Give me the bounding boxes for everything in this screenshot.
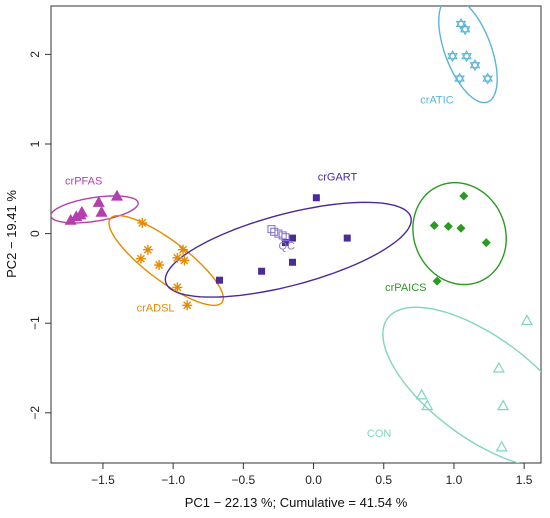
x-tick-label: 0.5 — [375, 473, 392, 487]
point-crpfas — [110, 189, 124, 201]
group-label-cradsl: crADSL — [137, 303, 175, 315]
point-crgart — [288, 258, 296, 266]
y-axis: −2 −1 0 1 2 — [28, 51, 51, 420]
series-qc — [267, 225, 290, 242]
point-crgart — [258, 267, 266, 275]
point-cradsl — [135, 253, 146, 264]
ellipse-cradsl — [108, 214, 225, 307]
point-cratic — [459, 23, 471, 36]
group-labels: crPFAS crADSL crGART QC crATIC crPAICS CON — [65, 95, 454, 440]
series-cradsl — [135, 217, 193, 311]
y-axis-title: PC2 − 19.41 % — [4, 190, 19, 278]
point-cradsl — [142, 244, 153, 255]
group-label-crpfas: crPFAS — [65, 175, 102, 187]
ellipse-cratic — [438, 6, 498, 104]
series-crpaics — [429, 191, 491, 286]
point-crgart — [343, 234, 351, 242]
point-cratic — [482, 72, 493, 85]
ellipse-crpfas — [51, 195, 139, 224]
point-con — [520, 314, 533, 326]
point-qc — [278, 231, 287, 240]
confidence-ellipses — [51, 6, 541, 463]
point-cratic — [461, 50, 472, 63]
y-tick-label: −2 — [28, 406, 42, 420]
point-cradsl — [182, 300, 193, 311]
y-tick-label: 2 — [28, 51, 42, 58]
x-tick-label: −0.5 — [231, 473, 255, 487]
ellipse-crpaics — [412, 181, 507, 286]
series-crpfas — [64, 189, 124, 225]
point-cradsl — [154, 260, 165, 270]
point-qc — [274, 229, 283, 238]
x-tick-label: 1.5 — [516, 473, 533, 487]
point-crgart — [288, 234, 296, 242]
point-cradsl — [172, 282, 183, 293]
group-label-con: CON — [367, 428, 392, 440]
point-qc — [270, 227, 279, 236]
ellipse-con — [382, 306, 541, 463]
point-con — [495, 440, 508, 452]
point-qc — [281, 233, 290, 242]
x-axis-title: PC1 − 22.13 %; Cumulative = 41.54 % — [185, 495, 408, 510]
point-con — [497, 399, 510, 411]
x-axis: −1.5 −1.0 −0.5 0.0 0.5 1.0 1.5 — [91, 463, 533, 487]
point-crgart — [281, 239, 289, 247]
point-cradsl — [137, 217, 148, 228]
x-tick-label: 0.0 — [305, 473, 322, 487]
point-cradsl — [172, 252, 183, 263]
group-label-cratic: crATIC — [420, 95, 453, 107]
y-tick-label: −1 — [28, 316, 42, 330]
x-tick-label: −1.0 — [161, 473, 185, 487]
x-tick-label: −1.5 — [91, 473, 115, 487]
point-con — [415, 388, 428, 400]
series-crgart — [215, 194, 351, 284]
point-crpaics — [429, 221, 439, 231]
point-crgart — [312, 194, 320, 202]
point-con — [421, 399, 434, 411]
point-cradsl — [179, 255, 190, 266]
point-cratic — [454, 72, 465, 85]
group-label-crpaics: crPAICS — [385, 282, 426, 294]
y-tick-label: 0 — [28, 230, 42, 237]
ellipse-crgart — [164, 201, 412, 298]
plot-frame — [50, 5, 542, 464]
y-tick-label: 1 — [28, 140, 42, 147]
point-crgart — [215, 276, 223, 284]
point-cradsl — [178, 244, 188, 255]
point-qc — [267, 225, 276, 234]
point-crpfas — [92, 196, 105, 207]
point-crpaics — [432, 276, 442, 286]
series-cratic — [447, 17, 493, 85]
point-cratic — [447, 50, 458, 63]
point-crpaics — [459, 191, 469, 201]
group-label-qc: QC — [278, 241, 295, 253]
point-crpaics — [443, 221, 453, 231]
group-label-crgart: crGART — [318, 172, 358, 184]
x-tick-label: 1.0 — [446, 473, 463, 487]
point-con — [492, 361, 505, 373]
point-crpfas — [95, 205, 108, 217]
series-con — [415, 314, 533, 452]
point-crpaics — [456, 223, 466, 233]
point-crpaics — [481, 238, 491, 248]
point-cratic — [469, 59, 481, 72]
data-points — [64, 17, 533, 452]
point-crpfas — [75, 205, 88, 217]
